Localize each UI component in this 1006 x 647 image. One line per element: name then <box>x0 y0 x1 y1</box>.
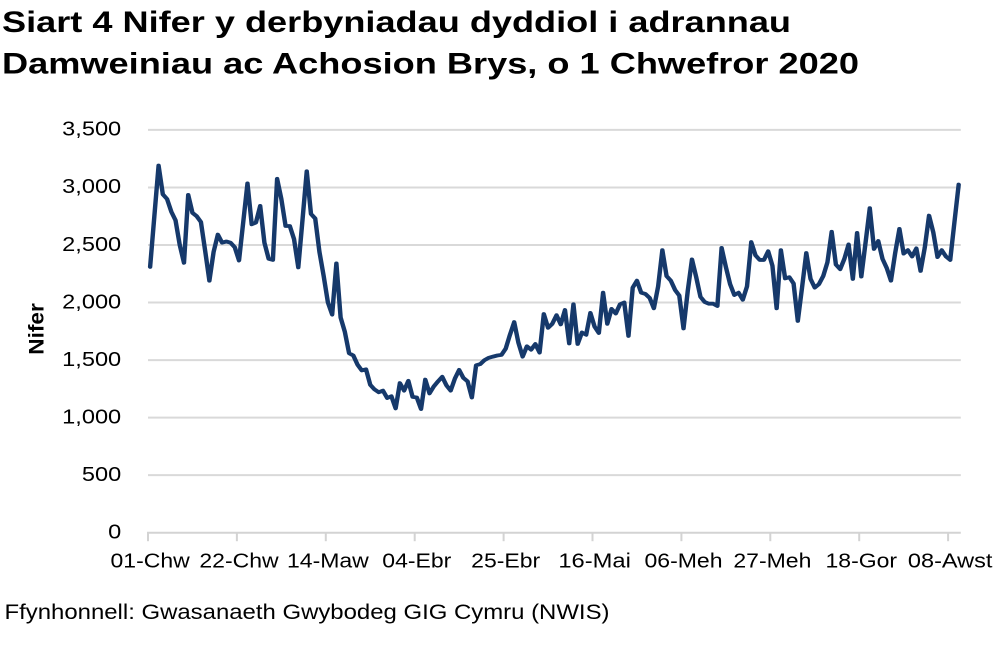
svg-text:Nifer: Nifer <box>25 303 49 355</box>
svg-text:0: 0 <box>108 522 121 544</box>
svg-text:1,500: 1,500 <box>62 349 121 371</box>
svg-text:04-Ebr: 04-Ebr <box>382 551 451 573</box>
svg-text:1,000: 1,000 <box>62 406 121 428</box>
svg-text:27-Meh: 27-Meh <box>733 551 811 573</box>
svg-text:3,500: 3,500 <box>62 119 121 141</box>
svg-text:2,000: 2,000 <box>62 291 121 313</box>
svg-text:3,000: 3,000 <box>62 176 121 198</box>
svg-text:01-Chw: 01-Chw <box>111 551 191 573</box>
svg-text:Siart 4 Nifer y derbyniadau dy: Siart 4 Nifer y derbyniadau dyddiol i ad… <box>2 6 791 39</box>
svg-text:06-Meh: 06-Meh <box>645 551 723 573</box>
svg-text:22-Chw: 22-Chw <box>199 551 279 573</box>
svg-text:Ffynhonnell: Gwasanaeth Gwybod: Ffynhonnell: Gwasanaeth Gwybodeg GIG Cym… <box>5 600 610 624</box>
svg-text:500: 500 <box>82 464 121 486</box>
svg-text:Damweiniau ac Achosion Brys, o: Damweiniau ac Achosion Brys, o 1 Chwefro… <box>2 48 859 81</box>
svg-text:25-Ebr: 25-Ebr <box>471 551 540 573</box>
svg-text:14-Maw: 14-Maw <box>287 551 369 573</box>
svg-text:18-Gor: 18-Gor <box>826 551 898 573</box>
svg-text:2,500: 2,500 <box>62 234 121 256</box>
svg-text:16-Mai: 16-Mai <box>558 551 631 573</box>
svg-text:08-Awst: 08-Awst <box>908 551 993 573</box>
